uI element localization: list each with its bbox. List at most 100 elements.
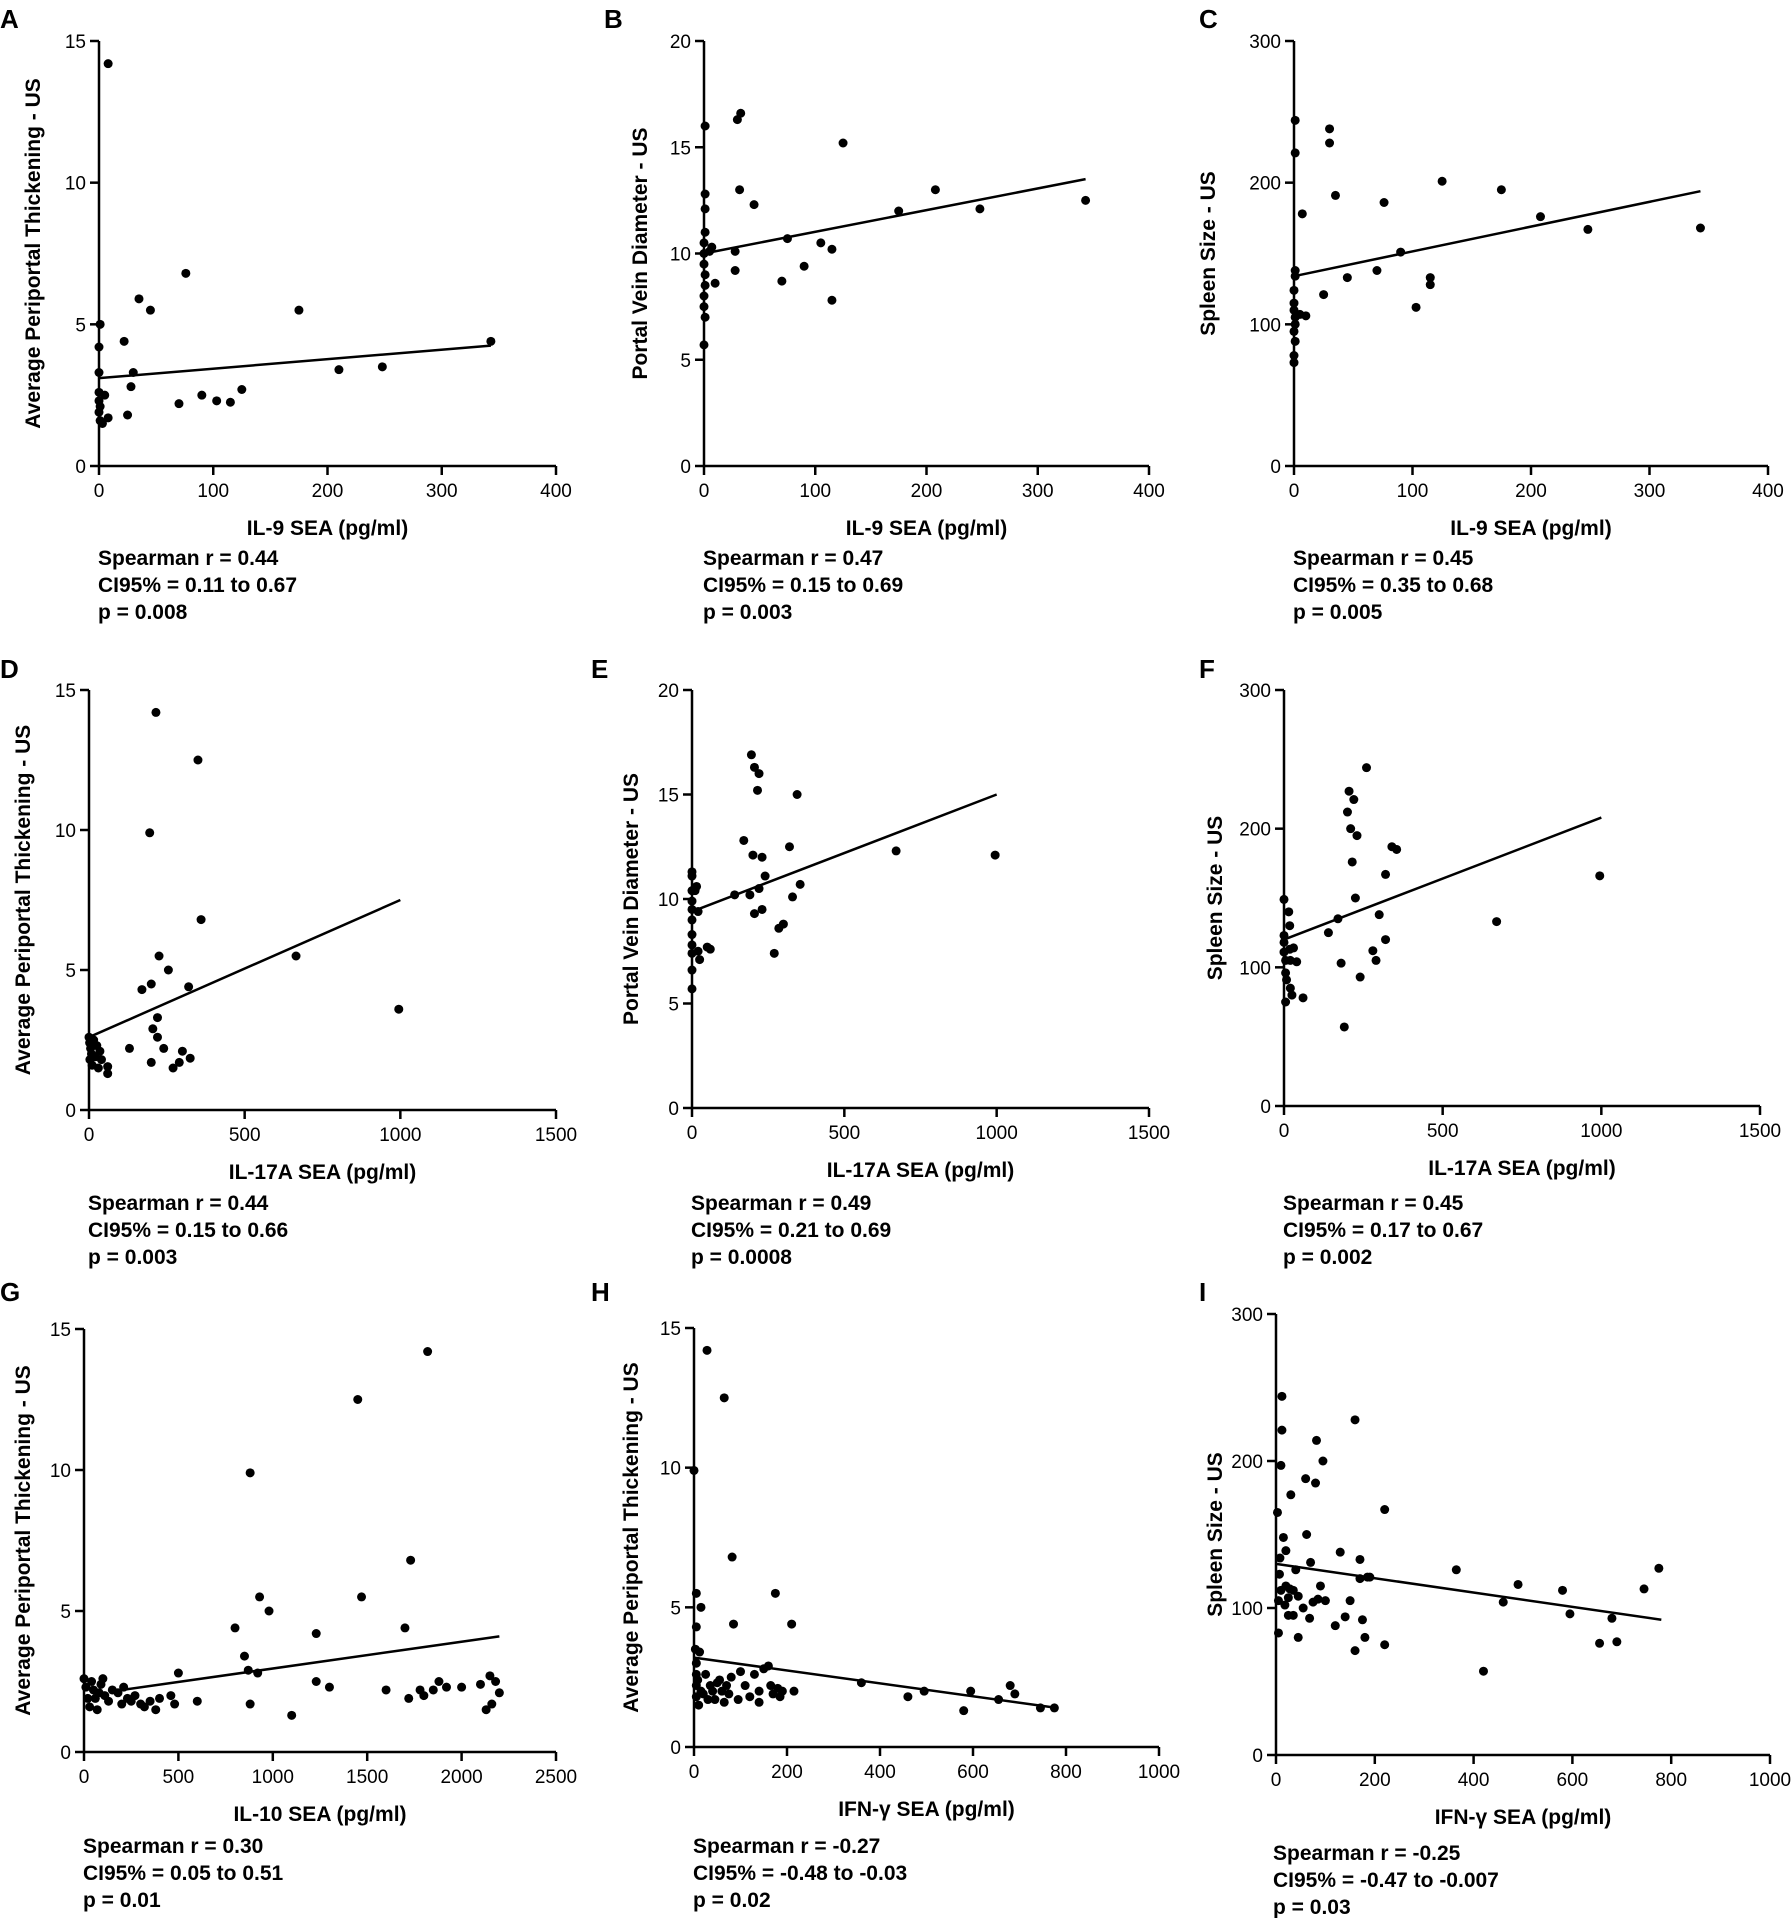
panel-b-x-tick-label: 0 bbox=[699, 481, 710, 502]
panel-c-y-label: Spleen Size - US bbox=[1197, 171, 1220, 336]
panel-d-data-point bbox=[124, 1043, 134, 1053]
panel-i-data-point bbox=[1360, 1632, 1370, 1642]
panel-a-data-point bbox=[123, 410, 133, 420]
panel-h-data-point bbox=[1010, 1689, 1020, 1699]
panel-h-x-tick-label: 1000 bbox=[1138, 1762, 1180, 1783]
panel-i-data-point bbox=[1340, 1612, 1350, 1622]
panel-d-data-point bbox=[163, 965, 173, 975]
panel-i-x-tick-label: 0 bbox=[1271, 1770, 1282, 1791]
panel-a-data-point bbox=[100, 390, 110, 400]
panel-i-x-tick-label: 800 bbox=[1655, 1770, 1687, 1791]
panel-e-y-tick-label: 0 bbox=[668, 1099, 679, 1120]
panel-c-data-point bbox=[1330, 190, 1340, 200]
panel-d-data-point bbox=[177, 1046, 187, 1056]
panel-e-data-point bbox=[748, 850, 758, 860]
panel-d-data-point bbox=[146, 1057, 156, 1067]
panel-d-x-label: IL-17A SEA (pg/ml) bbox=[229, 1161, 416, 1184]
panel-i-data-point bbox=[1272, 1507, 1282, 1517]
panel-e-x-tick-label: 1000 bbox=[976, 1123, 1018, 1144]
panel-i-data-point bbox=[1565, 1609, 1575, 1619]
panel-h-data-point bbox=[724, 1689, 734, 1699]
panel-h-data-point bbox=[701, 1669, 711, 1679]
panel-h-data-point bbox=[691, 1658, 701, 1668]
panel-g-data-point bbox=[230, 1623, 240, 1633]
panel-i-data-point bbox=[1278, 1532, 1288, 1542]
panel-e-x-tick-label: 1500 bbox=[1128, 1123, 1170, 1144]
panel-e-data-point bbox=[990, 850, 1000, 860]
panel-f-stat-line: p = 0.002 bbox=[1283, 1246, 1372, 1269]
panel-g-data-point bbox=[357, 1592, 367, 1602]
panel-e-data-point bbox=[749, 909, 759, 919]
panel-i-letter: I bbox=[1199, 1277, 1206, 1307]
panel-i-data-point bbox=[1275, 1553, 1285, 1563]
panel-d-x-tick-label: 0 bbox=[84, 1125, 95, 1146]
panel-d-data-point bbox=[145, 828, 155, 838]
panel-g-data-point bbox=[81, 1682, 91, 1692]
panel-b-data-point bbox=[699, 340, 709, 350]
panel-g-y-tick-label: 5 bbox=[60, 1602, 71, 1623]
panel-e-data-point bbox=[792, 790, 802, 799]
panel-f-data-point bbox=[1289, 943, 1299, 953]
panel-g-data-point bbox=[353, 1395, 363, 1404]
panel-i-data-point bbox=[1281, 1546, 1291, 1556]
panel-f-data-point bbox=[1281, 997, 1291, 1007]
panel-i-data-point bbox=[1498, 1597, 1508, 1607]
panel-b-stat-line: Spearman r = 0.47 bbox=[703, 547, 883, 570]
panel-c-letter: C bbox=[1199, 4, 1218, 34]
panel-f-data-point bbox=[1281, 968, 1291, 978]
panel-b-data-point bbox=[975, 204, 985, 214]
panel-e-stat-line: p = 0.0008 bbox=[691, 1246, 792, 1269]
panel-f-data-point bbox=[1346, 824, 1356, 834]
panel-d-data-point bbox=[95, 1046, 105, 1056]
panel-i-data-point bbox=[1288, 1610, 1298, 1620]
panel-g-x-tick-label: 2500 bbox=[535, 1767, 577, 1788]
panel-g-data-point bbox=[155, 1693, 165, 1703]
panel-h-stat-line: Spearman r = -0.27 bbox=[693, 1835, 880, 1858]
panel-i-data-point bbox=[1345, 1596, 1355, 1606]
panel-f-data-point bbox=[1298, 993, 1308, 1003]
panel-b-stat-line: p = 0.003 bbox=[703, 601, 792, 624]
panel-f-data-point bbox=[1292, 957, 1302, 967]
panel-a-data-point bbox=[212, 396, 222, 406]
panel-c-data-point bbox=[1290, 148, 1300, 158]
panel-e-y-label: Portal Vein Diameter - US bbox=[620, 773, 643, 1025]
panel-a-stat-line: Spearman r = 0.44 bbox=[98, 547, 279, 570]
panel-c-y-tick-label: 300 bbox=[1249, 32, 1281, 53]
panel-h-data-point bbox=[726, 1672, 736, 1682]
panel-h-data-point bbox=[777, 1686, 787, 1696]
panel-f-y-tick-label: 0 bbox=[1260, 1097, 1271, 1118]
panel-h-data-point bbox=[959, 1706, 969, 1716]
panel-d-stat-line: CI95% = 0.15 to 0.66 bbox=[88, 1219, 288, 1242]
panel-i-data-point bbox=[1607, 1613, 1617, 1623]
panel-f-data-point bbox=[1492, 917, 1502, 927]
panel-a-data-point bbox=[94, 407, 104, 417]
panel-i-data-point bbox=[1273, 1596, 1283, 1606]
panel-c-x-label: IL-9 SEA (pg/ml) bbox=[1450, 517, 1611, 540]
panel-h-x-label: IFN-γ SEA (pg/ml) bbox=[838, 1798, 1015, 1821]
panel-i-data-point bbox=[1318, 1456, 1328, 1466]
panel-a-data-point bbox=[197, 390, 207, 400]
panel-i-x-tick-label: 200 bbox=[1359, 1770, 1391, 1791]
panel-i-data-point bbox=[1293, 1632, 1303, 1642]
panel-b-data-point bbox=[799, 261, 809, 271]
panel-a-data-point bbox=[126, 382, 136, 392]
panel-i-data-point bbox=[1612, 1637, 1622, 1647]
panel-i-data-point bbox=[1302, 1530, 1312, 1539]
panel-e-x-tick-label: 0 bbox=[687, 1123, 698, 1144]
panel-g-data-point bbox=[83, 1693, 93, 1703]
panel-g-data-point bbox=[151, 1705, 161, 1715]
panel-d-data-point bbox=[174, 1057, 184, 1067]
panel-a-data-point bbox=[94, 368, 104, 377]
panel-g-data-point bbox=[487, 1699, 497, 1709]
panel-e-y-tick-label: 20 bbox=[658, 681, 679, 702]
panel-d-data-point bbox=[93, 1063, 103, 1073]
panel-d-letter: D bbox=[0, 654, 19, 684]
panel-h-data-point bbox=[702, 1345, 712, 1355]
panel-a-x-tick-label: 300 bbox=[426, 481, 458, 502]
panel-i-data-point bbox=[1451, 1565, 1461, 1575]
panel-b-data-point bbox=[699, 291, 709, 301]
panel-g-data-point bbox=[245, 1468, 255, 1478]
panel-f-stat-line: Spearman r = 0.45 bbox=[1283, 1192, 1464, 1215]
panel-b-y-tick-label: 0 bbox=[680, 457, 691, 478]
